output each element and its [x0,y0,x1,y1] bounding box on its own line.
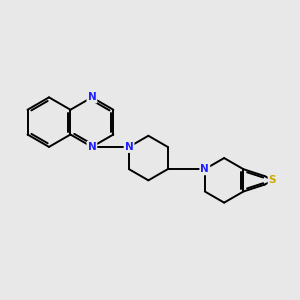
Text: N: N [88,142,96,152]
Text: S: S [269,175,276,185]
Text: N: N [125,142,134,152]
Text: N: N [88,92,96,102]
Text: N: N [200,164,209,174]
